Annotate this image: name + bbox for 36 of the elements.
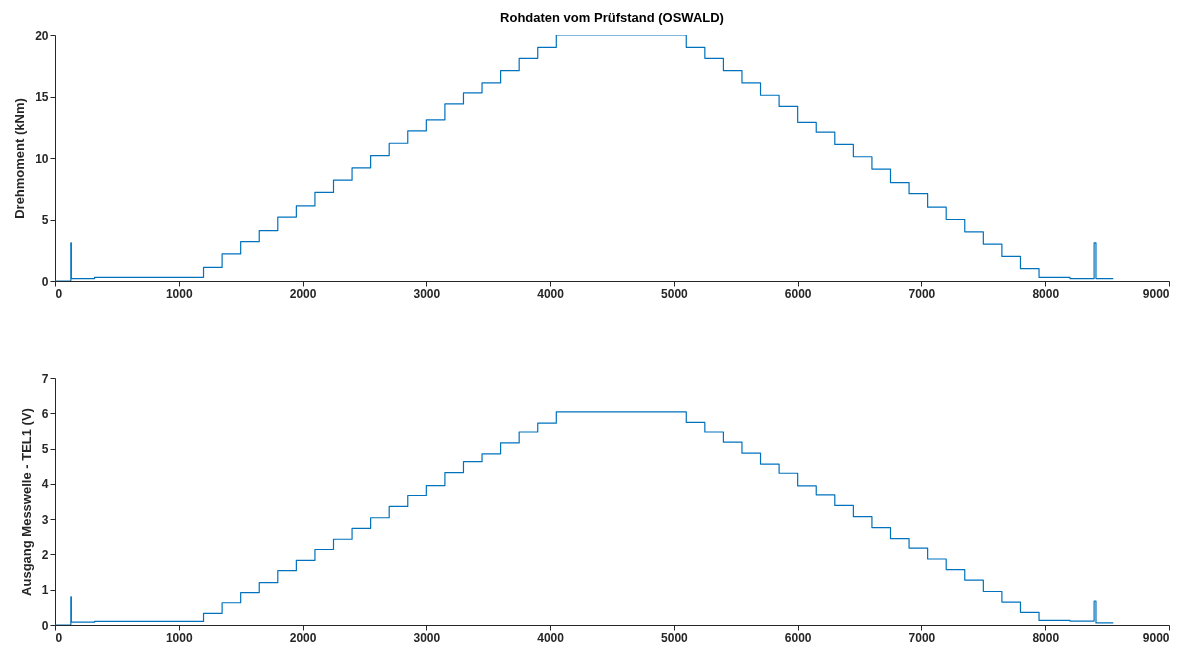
y-tick-label: 20 — [35, 28, 49, 43]
x-tick-label: 8000 — [1032, 286, 1060, 301]
x-tick-label: 1000 — [165, 286, 193, 301]
y-tick-label: 7 — [41, 371, 49, 386]
y-tick-label: 10 — [35, 151, 49, 166]
y-tick-label: 15 — [35, 90, 49, 104]
x-tick-label: 1000 — [165, 630, 193, 645]
x-tick-label: 9000 — [1142, 286, 1170, 301]
chart-title: Rohdaten vom Prüfstand (OSWALD) — [500, 10, 724, 25]
x-tick-label: 7000 — [908, 286, 936, 301]
x-tick-label: 0 — [55, 286, 63, 301]
y-axis-title: Ausgang Messwelle - TEL1 (V) — [18, 408, 34, 596]
y-tick-label: 2 — [41, 547, 49, 562]
x-tick-label: 6000 — [784, 286, 812, 301]
x-tick-label: 4000 — [537, 630, 565, 645]
x-tick-label: 2000 — [289, 286, 317, 301]
x-tick-label: 5000 — [661, 286, 689, 301]
x-tick-label: 0 — [55, 630, 63, 645]
y-tick-label: 3 — [41, 512, 49, 527]
y-tick-label: 5 — [41, 442, 49, 457]
x-tick-label: 8000 — [1032, 630, 1060, 645]
y-tick-label: 0 — [41, 274, 49, 289]
y-tick-label: 6 — [41, 406, 49, 421]
x-tick-label: 7000 — [908, 630, 936, 645]
x-tick-label: 6000 — [784, 630, 812, 645]
x-tick-label: 3000 — [413, 630, 441, 645]
x-tick-label: 9000 — [1142, 630, 1170, 645]
y-axis-title: Drehmoment (kNm) — [12, 98, 28, 219]
y-tick-label: 1 — [41, 583, 49, 598]
x-tick-label: 5000 — [661, 630, 689, 645]
x-tick-label: 3000 — [413, 286, 441, 301]
x-tick-label: 2000 — [289, 630, 317, 645]
x-tick-label: 4000 — [537, 286, 565, 301]
y-tick-label: 4 — [41, 477, 49, 492]
y-tick-label: 5 — [41, 213, 49, 227]
y-tick-label: 0 — [41, 618, 49, 633]
